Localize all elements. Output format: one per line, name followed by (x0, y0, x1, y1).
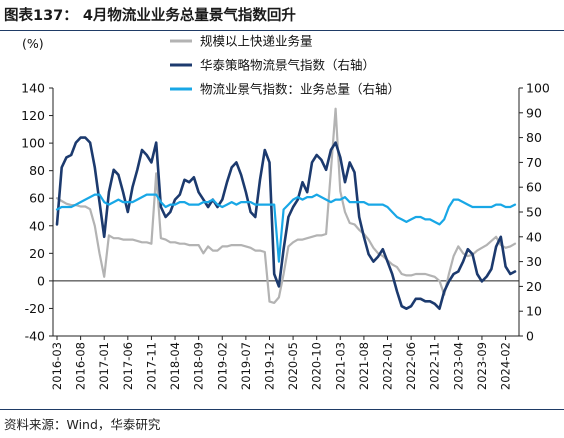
x-tick-label: 2024-02 (499, 342, 513, 390)
x-tick-label: 2017-11 (144, 342, 158, 390)
x-tick-label: 2016-03 (50, 342, 64, 390)
x-tick-label: 2018-09 (192, 342, 206, 390)
y-right-tick-label: 10 (526, 304, 542, 319)
x-tick-label: 2017-06 (121, 342, 135, 390)
x-tick-label: 2018-04 (168, 342, 182, 390)
y-left-tick-label: 120 (21, 108, 45, 123)
y-right-tick-label: 80 (526, 130, 542, 145)
x-tick-label: 2019-07 (239, 342, 253, 390)
x-tick-label: 2021-03 (333, 342, 347, 390)
source-note: 资料来源：Wind，华泰研究 (4, 417, 161, 432)
y-right-tick-label: 20 (526, 279, 542, 294)
y-left-tick-label: 0 (37, 273, 45, 288)
x-tick-label: 2022-01 (381, 342, 395, 390)
chart-area: (%) -40 -20 0 20 40 60 80 100 120 140 0 10 20 30 40 50 60… (21, 34, 550, 391)
y-left-tick-label: -20 (25, 301, 45, 316)
title-bar: 图表137： 4月物流业业务总量景气指数回升 (0, 0, 564, 31)
figure-title: 图表137： 4月物流业业务总量景气指数回升 (4, 8, 296, 24)
legend-label: 规模以上快递业务量 (200, 34, 313, 49)
series-layer (55, 107, 517, 311)
y-left-tick-label: 40 (29, 218, 45, 233)
x-tick-label: 2019-02 (215, 342, 229, 390)
x-tick-label: 2020-10 (310, 342, 324, 390)
y-left-tick-label: 100 (21, 136, 45, 151)
y-left-tick-label: 60 (29, 191, 45, 206)
y-right-tick-label: 50 (526, 205, 542, 220)
x-tick-label: 2022-06 (404, 342, 418, 390)
y-right-tick-label: 70 (526, 155, 542, 170)
y-unit-label: (%) (22, 36, 44, 51)
y-left-tick-label: 80 (29, 163, 45, 178)
x-tick-label: 2017-01 (97, 342, 111, 390)
y-right-tick-label: 60 (526, 180, 542, 195)
y-left-tick-label: -40 (25, 329, 45, 344)
x-tick-label: 2020-05 (286, 342, 300, 390)
y-left-tick-label: 20 (29, 246, 45, 261)
y-right-tick-label: 0 (526, 329, 534, 344)
bottom-divider (0, 409, 564, 410)
legend-label: 华泰策略物流景气指数（右轴） (200, 58, 375, 73)
x-tick-label: 2023-04 (451, 342, 465, 390)
x-tick-label: 2022-11 (428, 342, 442, 390)
y-right-tick-label: 100 (526, 81, 550, 96)
y-right-tick-label: 30 (526, 254, 542, 269)
x-tick-label: 2019-12 (262, 342, 276, 390)
series-line-3 (55, 193, 517, 263)
axes-layer: (%) -40 -20 0 20 40 60 80 100 120 140 0 10 20 30 40 50 60… (21, 36, 550, 390)
series-line-2 (55, 136, 517, 311)
legend-label: 物流业景气指数：业务总量（右轴） (200, 82, 400, 97)
x-tick-label: 2016-08 (74, 342, 88, 390)
series-line-1 (55, 107, 517, 304)
y-left-tick-label: 140 (21, 81, 45, 96)
y-right-tick-label: 90 (526, 105, 542, 120)
x-tick-label: 2023-09 (475, 342, 489, 390)
y-right-tick-label: 40 (526, 229, 542, 244)
x-tick-label: 2021-08 (357, 342, 371, 390)
